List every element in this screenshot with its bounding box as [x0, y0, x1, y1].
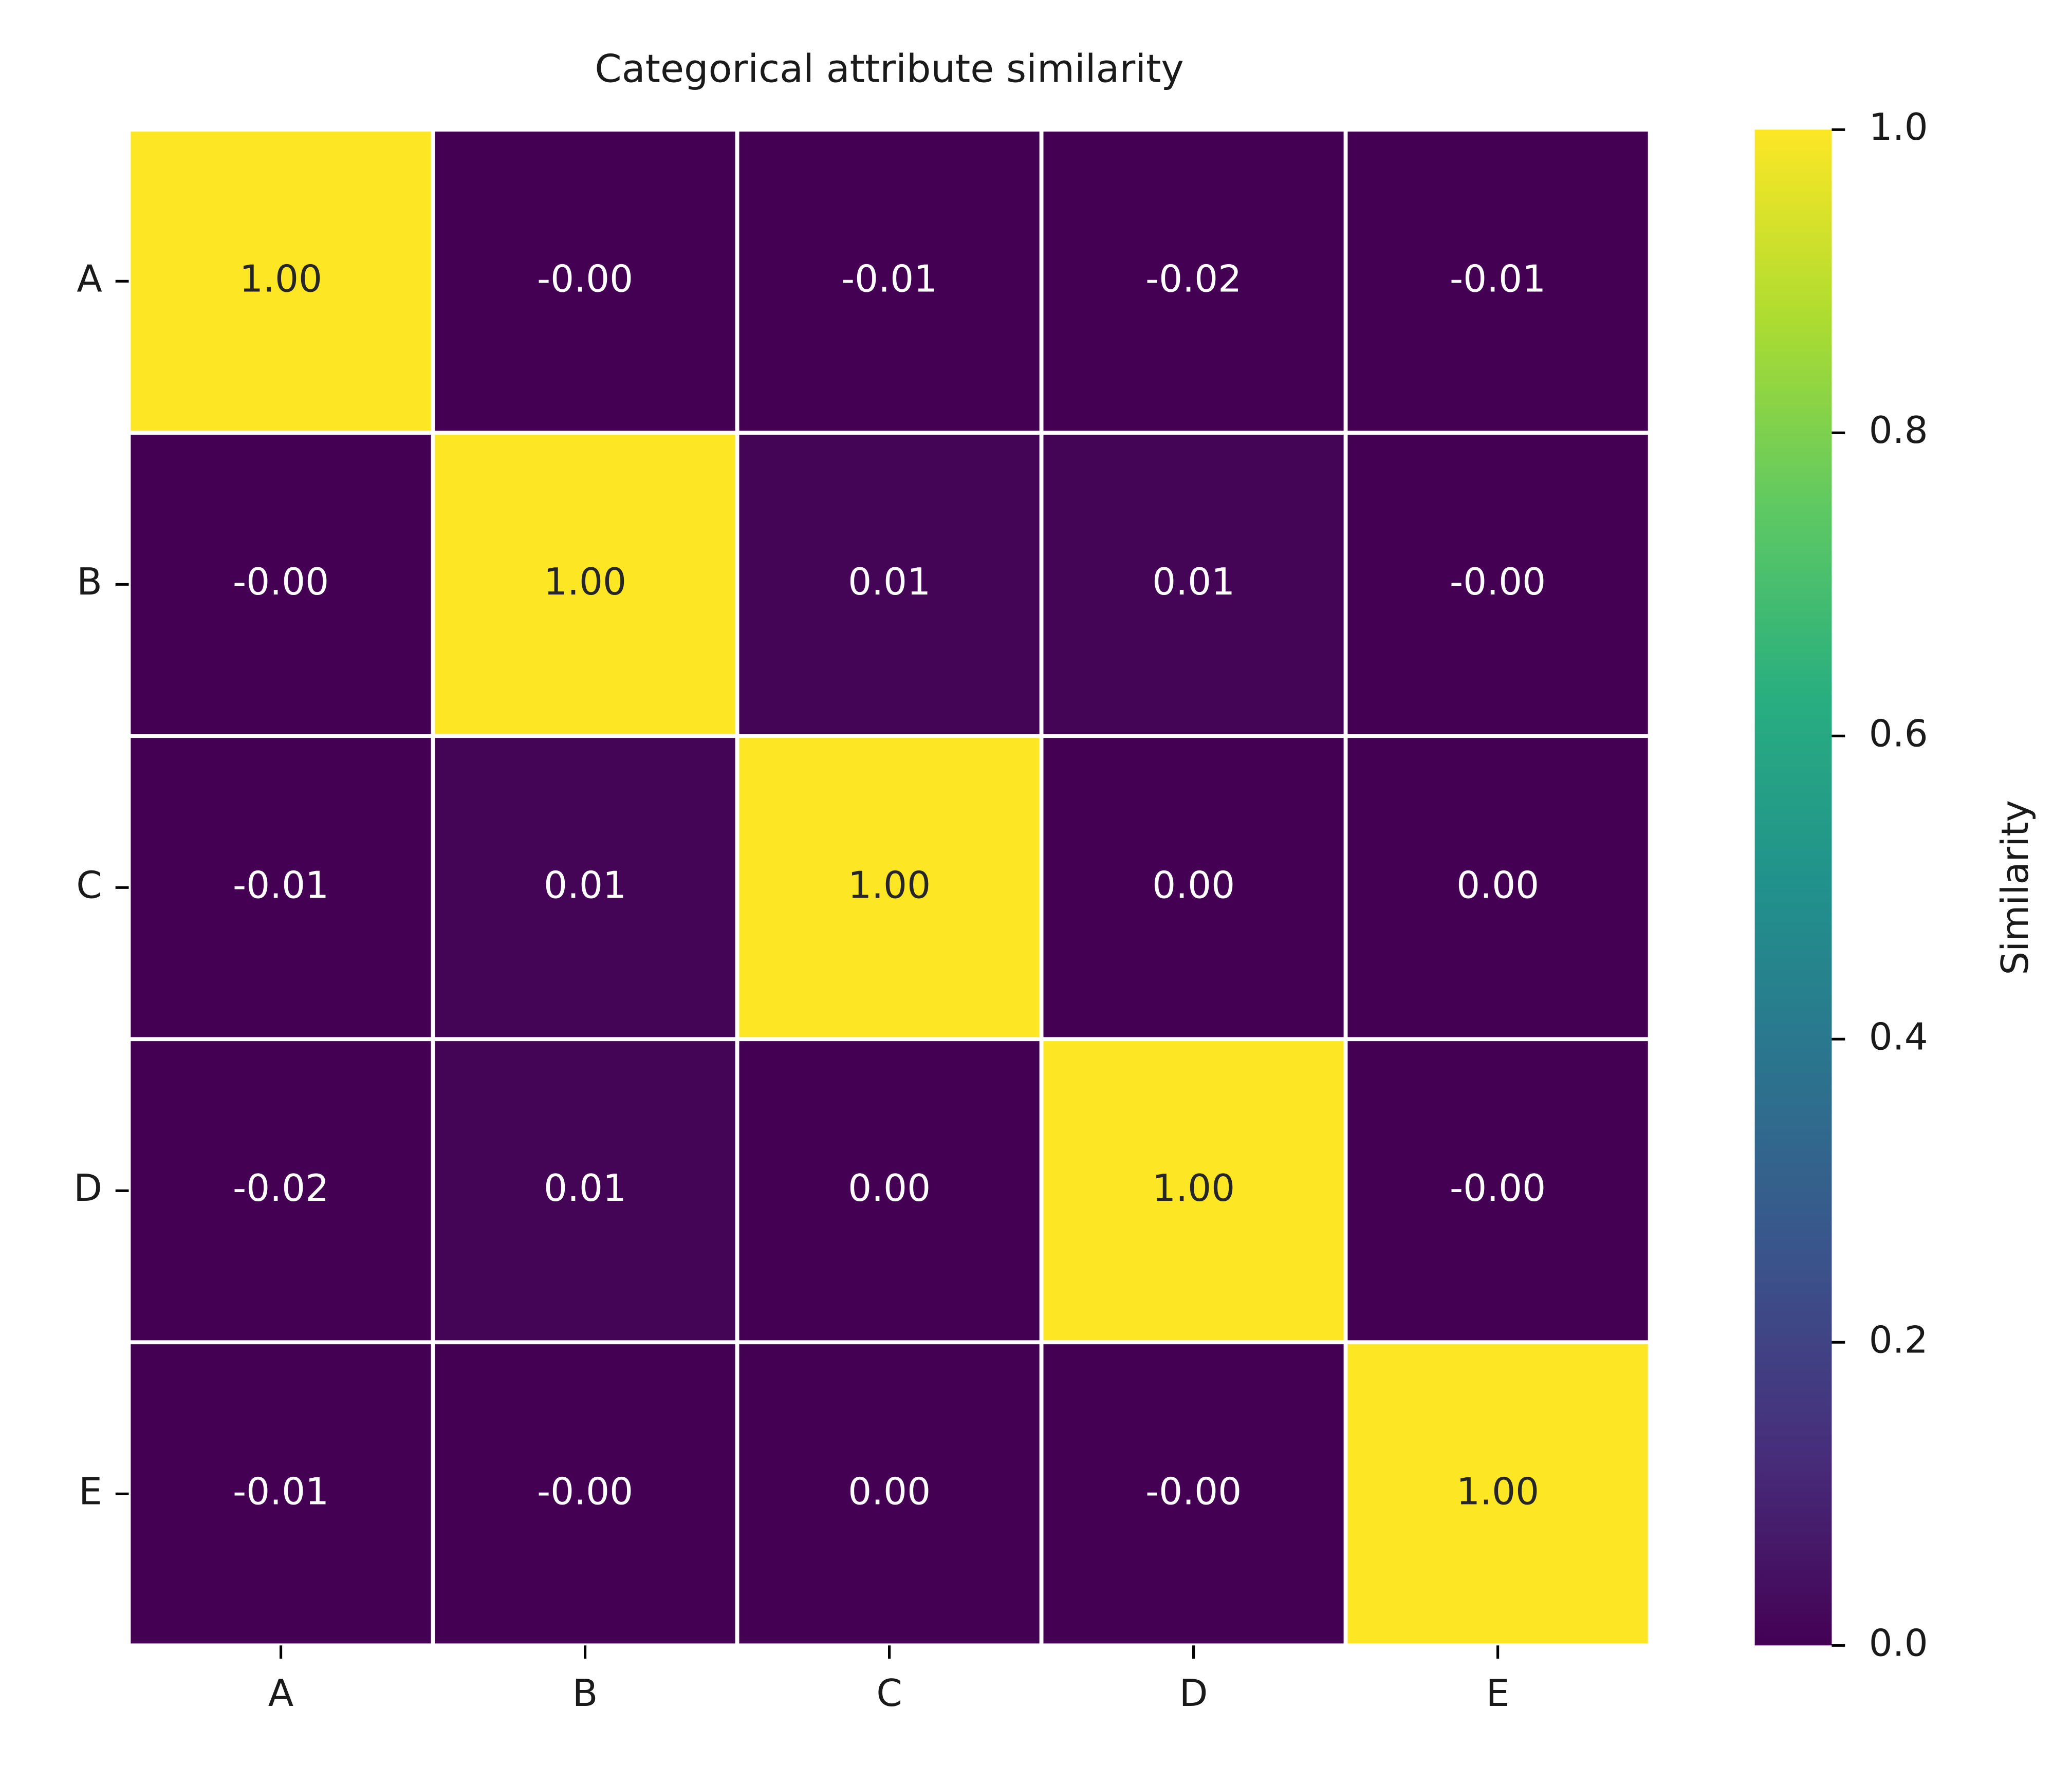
cell-label: 0.01: [848, 561, 931, 604]
chart-title: Categorical attribute similarity: [595, 47, 1183, 91]
heatmap-cell: [1343, 1037, 1652, 1345]
cell-label: -0.00: [1450, 561, 1546, 604]
cell-label: -0.01: [841, 257, 937, 301]
x-tick-label: C: [876, 1672, 902, 1715]
cell-label: 0.00: [848, 1470, 931, 1513]
cell-label: -0.00: [537, 257, 633, 301]
cell-label: -0.01: [233, 1470, 329, 1513]
heatmap-cell: [126, 127, 435, 435]
cell-label: 1.00: [1456, 1470, 1539, 1513]
heatmap-cell: [126, 431, 435, 738]
heatmap-cell: [735, 1340, 1044, 1648]
colorbar: [1754, 129, 1832, 1646]
heatmap-cell: [1343, 431, 1652, 738]
cell-label: 1.00: [1152, 1167, 1235, 1210]
heatmap-cell: [1343, 127, 1652, 435]
x-tick-label: A: [268, 1672, 293, 1715]
x-tick-label: D: [1179, 1672, 1208, 1715]
cell-label: -0.00: [1450, 1167, 1546, 1210]
y-tick-label: A: [77, 257, 102, 301]
heatmap-cell: [1343, 734, 1652, 1042]
cell-label: -0.00: [537, 1470, 633, 1513]
heatmap-cell: [735, 734, 1044, 1042]
cell-label: -0.02: [233, 1167, 329, 1210]
heatmap-cell: [431, 127, 739, 435]
cell-label: -0.02: [1145, 257, 1242, 301]
y-tick-label: B: [77, 561, 102, 604]
cell-label: 0.00: [1456, 864, 1539, 907]
heatmap-cell: [1039, 734, 1348, 1042]
heatmap-cell: [735, 127, 1044, 435]
y-tick-label: C: [76, 864, 102, 907]
cell-label: 0.01: [544, 1167, 626, 1210]
heatmap-cell: [431, 734, 739, 1042]
heatmap-cell: [126, 1340, 435, 1648]
colorbar-tick-label: 0.0: [1869, 1622, 1928, 1665]
heatmap-cell: [431, 1340, 739, 1648]
heatmap-cell: [735, 431, 1044, 738]
cell-label: 0.01: [1152, 561, 1235, 604]
x-tick-label: E: [1486, 1672, 1510, 1715]
cell-label: 0.01: [544, 864, 626, 907]
colorbar-tick-label: 0.6: [1869, 712, 1928, 755]
y-tick-label: E: [79, 1470, 102, 1513]
colorbar-label: Similarity: [1994, 800, 2037, 975]
cell-label: 1.00: [544, 561, 626, 604]
colorbar-tick-label: 1.0: [1869, 106, 1928, 149]
cell-label: -0.00: [233, 561, 329, 604]
heatmap-cell: [431, 1037, 739, 1345]
heatmap-cell: [1039, 127, 1348, 435]
y-tick-label: D: [73, 1167, 102, 1210]
cell-label: 1.00: [848, 864, 931, 907]
cell-label: -0.01: [233, 864, 329, 907]
cell-label: 0.00: [848, 1167, 931, 1210]
heatmap-cell: [735, 1037, 1044, 1345]
cell-label: 0.00: [1152, 864, 1235, 907]
colorbar-tick-label: 0.8: [1869, 409, 1928, 452]
cell-label: -0.00: [1145, 1470, 1242, 1513]
heatmap-cell: [1343, 1340, 1652, 1648]
cell-label: -0.01: [1450, 257, 1546, 301]
x-tick-label: B: [572, 1672, 598, 1715]
heatmap-cell: [1039, 1037, 1348, 1345]
colorbar-tick-label: 0.4: [1869, 1015, 1928, 1058]
cell-label: 1.00: [239, 257, 322, 301]
colorbar-tick-label: 0.2: [1869, 1318, 1928, 1362]
